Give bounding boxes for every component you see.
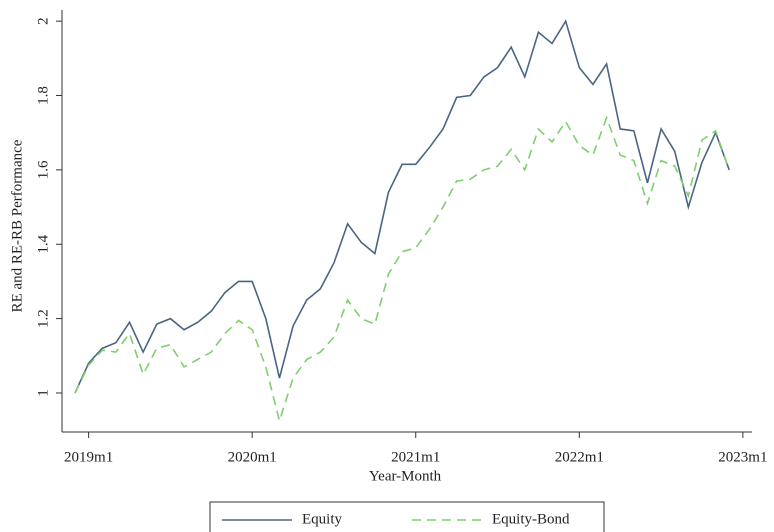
y-tick-label: 1.4 [35,234,51,253]
data-line [74,115,730,424]
y-tick-label: 1.8 [35,86,51,105]
data-line [74,19,730,394]
y-tick-label: 1 [35,389,51,397]
x-axis-label: Year-Month [369,468,442,484]
x-tick-label: 2019m1 [64,449,113,465]
legend-label: Equity [302,511,342,527]
y-axis-label: RE and RE-RB Performance [9,139,25,312]
x-tick-label: 2020m1 [228,449,277,465]
y-tick-label: 1.2 [35,309,51,328]
x-tick-label: 2021m1 [391,449,440,465]
legend-label: Equity-Bond [492,511,570,527]
x-tick-label: 2022m1 [555,449,604,465]
legend-box [209,501,605,532]
y-tick-label: 2 [35,17,51,25]
y-tick-label: 1.6 [35,160,51,179]
x-tick-label: 2023m1 [718,449,767,465]
